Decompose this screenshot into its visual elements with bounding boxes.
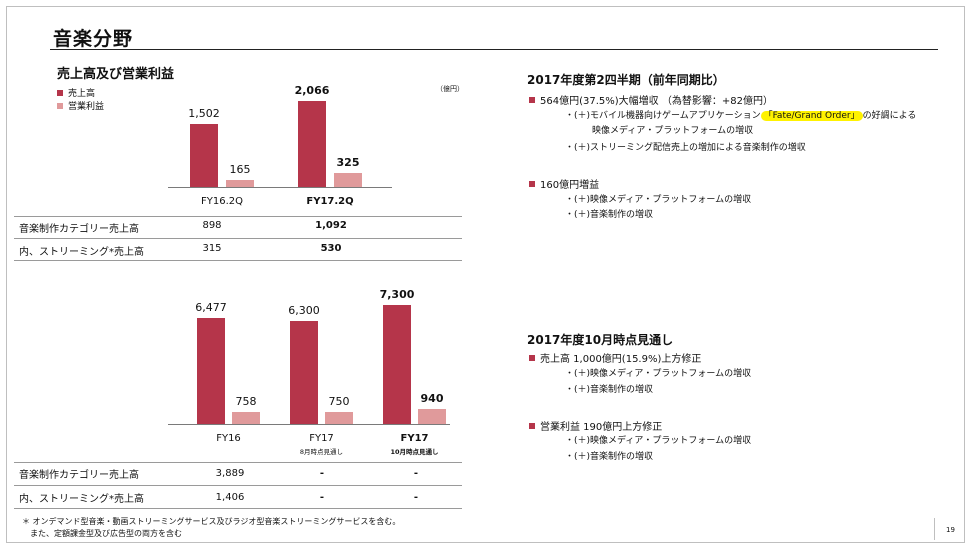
chart2-category-sub-3: 10月時点見通し [390,448,439,456]
table1-row2-label: 内、ストリーミング*売上高 [19,247,144,258]
chart1-bar-op-2 [334,173,362,187]
table2-row2-val2: - [319,492,325,503]
q2-sales-bullet-text: 564億円(37.5%)大幅増収 （為替影響：+82億円） [540,96,773,107]
chart2-label-op-1: 758 [235,395,257,408]
page-number-divider [934,518,935,540]
chart2-bar-op-3 [418,409,446,424]
chart2-label-op-2: 750 [328,395,350,408]
chart1-x-axis [168,187,392,188]
unit-label: （億円） [436,85,464,93]
table2-rule-bottom [14,508,462,509]
table1-rule-mid [14,238,462,239]
legend-op: 営業利益 [57,99,104,112]
table2-row1-label: 音楽制作カテゴリー売上高 [19,470,139,481]
q2-sales-detail2: ・(＋)ストリーミング配信売上の増加による音楽制作の増収 [565,143,806,153]
legend-sales: 売上高 [57,86,104,99]
table2-row1-val2: - [319,468,325,479]
footnote-line2: また、定額課金型及び広告型の両方を含む [22,529,182,538]
table1-row1-label: 音楽制作カテゴリー売上高 [19,224,139,235]
table2-row2-label: 内、ストリーミング*売上高 [19,494,144,505]
oct-op-detail1: ・(＋)映像メディア・プラットフォームの増収 [565,436,752,446]
q2-sales-detail1: ・(＋)モバイル機器向けゲームアプリケーション 「Fate/Grand Order… [565,109,916,124]
chart2-category-2: FY17 [309,433,334,444]
page-title: 音楽分野 [53,28,134,50]
footnote-line1: ＊ オンデマンド型音楽・動画ストリーミングサービス及びラジオ型音楽ストリーミング… [22,517,401,526]
table1-rule-bottom [14,260,462,261]
oct-sales-detail2: ・(＋)音楽制作の増収 [565,385,654,395]
chart2-bar-op-1 [232,412,260,424]
chart2-bar-op-2 [325,412,353,424]
table1-rule-top [14,216,462,217]
chart1-label-op-2: 325 [336,156,360,169]
section-title: 売上高及び営業利益 [57,67,175,82]
fgo-highlight: 「Fate/Grand Order」 [760,111,863,121]
oct-op-bullet: 営業利益 190億円上方修正 [529,418,662,433]
legend-sales-swatch [57,89,63,96]
bullet-square-icon [529,180,535,187]
footnote: ＊ オンデマンド型音楽・動画ストリーミングサービス及びラジオ型音楽ストリーミング… [22,516,400,540]
oct-op-detail2: ・(＋)音楽制作の増収 [565,452,654,462]
chart2-category-3: FY17 [400,433,429,444]
legend: 売上高 営業利益 [57,86,104,112]
legend-op-label: 営業利益 [68,102,105,112]
chart2-label-sales-1: 6,477 [195,301,227,314]
bullet-square-icon [529,96,535,103]
table1-row1-val2: 1,092 [315,220,347,231]
page-number: 19 [946,526,955,534]
table2-row2-val3: - [413,492,419,503]
q2-op-bullet: 160億円増益 [529,176,599,191]
table2-row2-val1: 1,406 [215,492,245,503]
title-rule [50,49,938,50]
chart2-bar-sales-2 [290,321,318,424]
q2-sales-detail1-cont: 映像メディア・プラットフォームの増収 [592,126,754,136]
table2-rule-mid [14,485,462,486]
chart2-label-op-3: 940 [420,392,444,405]
chart2-category-sub-2: 8月時点見通し [299,448,344,456]
oct-op-bullet-text: 営業利益 190億円上方修正 [540,422,663,433]
chart1-label-sales-1: 1,502 [188,107,220,120]
oct-sales-bullet: 売上高 1,000億円(15.9%)上方修正 [529,350,701,365]
chart2-bar-sales-1 [197,318,225,424]
chart1-bar-op-1 [226,180,254,187]
table1-row1-val1: 898 [202,220,222,231]
chart1-bar-sales-2 [298,101,326,187]
legend-sales-label: 売上高 [68,89,96,99]
q2-heading: 2017年度第2四半期（前年同期比） [527,73,725,87]
q2-sales-bullet: 564億円(37.5%)大幅増収 （為替影響：+82億円） [529,92,773,107]
chart2-label-sales-2: 6,300 [288,304,320,317]
chart1-category-2: FY17.2Q [306,196,354,207]
slide-frame [6,6,965,543]
q2-sales-detail1-post: の好調による [862,111,917,121]
table2-row1-val3: - [413,468,419,479]
oct-sales-bullet-text: 売上高 1,000億円(15.9%)上方修正 [540,354,702,365]
table1-row2-val1: 315 [202,243,222,254]
table1-row2-val2: 530 [320,243,342,254]
bullet-square-icon [529,422,535,429]
chart1-category-1: FY16.2Q [201,196,243,207]
oct-heading: 2017年度10月時点見通し [527,333,674,347]
chart2-category-1: FY16 [216,433,241,444]
q2-sales-detail1-pre: ・(＋)モバイル機器向けゲームアプリケーション [565,111,761,121]
q2-op-detail1: ・(＋)映像メディア・プラットフォームの増収 [565,195,752,205]
chart2-label-sales-3: 7,300 [379,288,415,301]
q2-op-bullet-text: 160億円増益 [540,180,600,191]
table2-rule-top [14,462,462,463]
chart1-label-sales-2: 2,066 [294,84,330,97]
oct-sales-detail1: ・(＋)映像メディア・プラットフォームの増収 [565,369,752,379]
q2-op-detail2: ・(＋)音楽制作の増収 [565,210,654,220]
chart1-bar-sales-1 [190,124,218,187]
bullet-square-icon [529,354,535,361]
table2-row1-val1: 3,889 [215,468,245,479]
legend-op-swatch [57,102,63,109]
chart1-label-op-1: 165 [229,163,251,176]
chart2-bar-sales-3 [383,305,411,424]
chart2-x-axis [168,424,450,425]
